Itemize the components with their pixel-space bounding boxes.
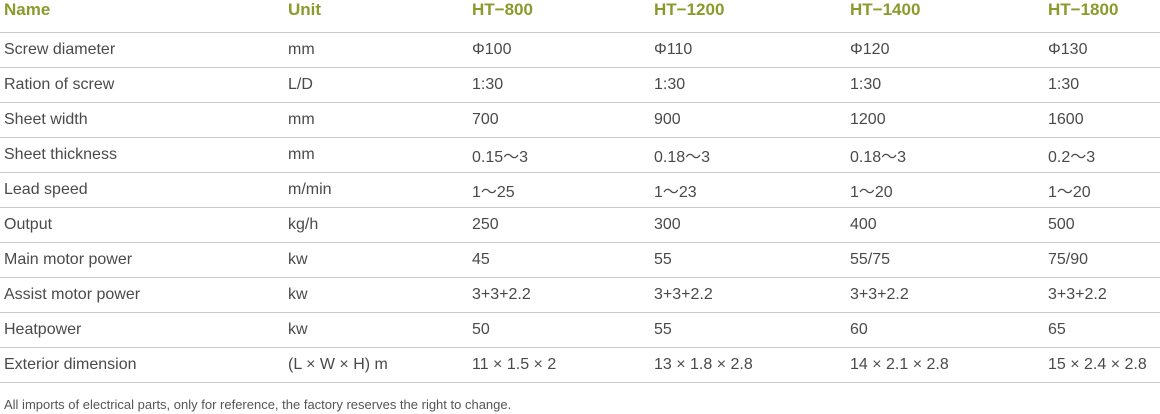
table-body: Screw diameter mm Φ100 Φ110 Φ120 Φ130 Ration o… [0, 32, 1160, 383]
table-cell: 3+3+2.2 [850, 277, 1048, 313]
table-cell: Φ120 [850, 32, 1048, 68]
table-cell: 11 × 1.5 × 2 [472, 347, 654, 383]
table-cell: 55/75 [850, 242, 1048, 278]
table-cell: (L × W × H) m [288, 347, 472, 383]
table-cell: Φ130 [1048, 32, 1160, 68]
table-cell: 0.18～3 [850, 137, 1048, 173]
header-cell: HT−1200 [654, 0, 850, 33]
table-cell: 700 [472, 102, 654, 138]
table-cell: Heatpower [0, 312, 288, 348]
table-row: Heatpower kw 50 55 60 65 [0, 312, 1160, 348]
table-cell: 1:30 [472, 67, 654, 103]
table-cell: 400 [850, 207, 1048, 243]
table-row: Assist motor power kw 3+3+2.2 3+3+2.2 3+3+2.… [0, 277, 1160, 313]
table-cell: Main motor power [0, 242, 288, 278]
table-cell: Exterior dimension [0, 347, 288, 383]
table-cell: 55 [654, 242, 850, 278]
table-row: Exterior dimension (L × W × H) m 11 × 1.5 … [0, 347, 1160, 383]
table-cell: 1～20 [1048, 172, 1160, 208]
table-cell: Φ100 [472, 32, 654, 68]
table-cell: 0.18～3 [654, 137, 850, 173]
table-cell: 300 [654, 207, 850, 243]
table-row: Screw diameter mm Φ100 Φ110 Φ120 Φ130 [0, 32, 1160, 68]
table-cell: Ration of screw [0, 67, 288, 103]
table-cell: 1:30 [654, 67, 850, 103]
table-cell: 1～25 [472, 172, 654, 208]
header-cell: Name [0, 0, 288, 33]
table-cell: 75/90 [1048, 242, 1160, 278]
table-cell: 14 × 2.1 × 2.8 [850, 347, 1048, 383]
table-cell: Sheet thickness [0, 137, 288, 173]
header-cell: HT−800 [472, 0, 654, 33]
spec-table: Name Unit HT−800 HT−1200 HT−1400 HT−1800 Scre… [0, 0, 1160, 383]
table-cell: 1600 [1048, 102, 1160, 138]
header-cell: Unit [288, 0, 472, 33]
table-cell: 900 [654, 102, 850, 138]
table-cell: Assist motor power [0, 277, 288, 313]
table-cell: 45 [472, 242, 654, 278]
table-cell: kw [288, 277, 472, 313]
table-cell: mm [288, 32, 472, 68]
table-cell: 65 [1048, 312, 1160, 348]
header-cell: HT−1400 [850, 0, 1048, 33]
table-row: Lead speed m/min 1～25 1～23 1～20 1～20 [0, 172, 1160, 208]
table-cell: 3+3+2.2 [1048, 277, 1160, 313]
table-cell: mm [288, 102, 472, 138]
table-cell: 500 [1048, 207, 1160, 243]
table-cell: 15 × 2.4 × 2.8 [1048, 347, 1160, 383]
table-cell: 1～20 [850, 172, 1048, 208]
table-cell: 50 [472, 312, 654, 348]
table-cell: 3+3+2.2 [472, 277, 654, 313]
header-cell: HT−1800 [1048, 0, 1160, 33]
table-cell: 1200 [850, 102, 1048, 138]
table-cell: 1～23 [654, 172, 850, 208]
table-cell: 13 × 1.8 × 2.8 [654, 347, 850, 383]
table-cell: 1:30 [1048, 67, 1160, 103]
table-cell: m/min [288, 172, 472, 208]
footnote: All imports of electrical parts, only fo… [4, 397, 512, 412]
table-cell: 0.2～3 [1048, 137, 1160, 173]
table-row: Sheet width mm 700 900 1200 1600 [0, 102, 1160, 138]
table-cell: mm [288, 137, 472, 173]
table-row: Sheet thickness mm 0.15～3 0.18～3 0.18～3 0.2～3 [0, 137, 1160, 173]
table-cell: Screw diameter [0, 32, 288, 68]
table-cell: Output [0, 207, 288, 243]
table-cell: 0.15～3 [472, 137, 654, 173]
table-cell: 55 [654, 312, 850, 348]
table-cell: 60 [850, 312, 1048, 348]
header-row: Name Unit HT−800 HT−1200 HT−1400 HT−1800 [0, 0, 1160, 33]
table-row: Ration of screw L/D 1:30 1:30 1:30 1:30 [0, 67, 1160, 103]
table-cell: Φ110 [654, 32, 850, 68]
table-cell: L/D [288, 67, 472, 103]
table-cell: Sheet width [0, 102, 288, 138]
table-row: Output kg/h 250 300 400 500 [0, 207, 1160, 243]
table-row: Main motor power kw 45 55 55/75 75/90 [0, 242, 1160, 278]
table-cell: Lead speed [0, 172, 288, 208]
table-cell: 3+3+2.2 [654, 277, 850, 313]
table-cell: 1:30 [850, 67, 1048, 103]
table-cell: kw [288, 312, 472, 348]
table-cell: kg/h [288, 207, 472, 243]
table-cell: 250 [472, 207, 654, 243]
table-cell: kw [288, 242, 472, 278]
